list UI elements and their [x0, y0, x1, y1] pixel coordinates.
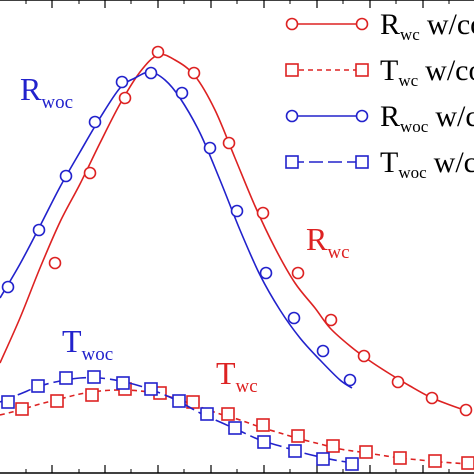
- marker-rwoc-3: [88, 115, 102, 129]
- marker-twoc-3: [87, 370, 101, 384]
- marker-twc-11: [393, 451, 407, 465]
- legend-marker-twc-1: [285, 63, 299, 77]
- marker-twoc-1: [31, 379, 45, 393]
- marker-rwoc-6: [175, 86, 189, 100]
- annotation-twoc: Twoc: [62, 323, 113, 365]
- marker-rwc-9: [357, 349, 371, 363]
- marker-rwoc-1: [32, 223, 46, 237]
- marker-rwoc-0: [1, 280, 15, 294]
- marker-twc-5: [186, 395, 200, 409]
- series-line-rwc: [0, 53, 471, 413]
- marker-twoc-7: [200, 407, 214, 421]
- marker-twc-7: [256, 418, 270, 432]
- series-twc: [0, 382, 474, 470]
- marker-rwc-0: [48, 256, 62, 270]
- marker-rwc-6: [256, 206, 270, 220]
- series-twoc: [0, 370, 361, 471]
- marker-rwoc-7: [203, 141, 217, 155]
- marker-twoc-11: [316, 452, 330, 466]
- marker-rwc-7: [291, 266, 305, 280]
- marker-twoc-4: [116, 376, 130, 390]
- legend-marker-twc-2: [355, 63, 369, 77]
- series-line-rwoc: [0, 71, 353, 389]
- marker-twoc-0: [1, 395, 15, 409]
- legend-marker-rwoc-2: [355, 109, 369, 123]
- marker-rwc-1: [83, 166, 97, 180]
- series-layer: [0, 45, 474, 471]
- legend-marker-rwoc-1: [285, 109, 299, 123]
- marker-twoc-9: [257, 435, 271, 449]
- marker-rwc-10: [391, 375, 405, 389]
- legend-marker-twoc-2: [355, 155, 369, 169]
- marker-rwoc-12: [343, 373, 357, 387]
- marker-twoc-2: [59, 371, 73, 385]
- marker-twoc-8: [228, 421, 242, 435]
- marker-twoc-12: [345, 457, 359, 471]
- annotation-rwoc: Rwoc: [20, 71, 73, 113]
- marker-twc-10: [359, 445, 373, 459]
- marker-rwoc-2: [59, 169, 73, 183]
- marker-twc-13: [461, 456, 474, 470]
- marker-rwoc-5: [144, 66, 158, 80]
- marker-rwc-2: [118, 91, 132, 105]
- annotations: Rwoc Rwc Twoc Twc: [20, 71, 350, 397]
- marker-rwc-11: [425, 391, 439, 405]
- marker-twc-1: [50, 394, 64, 408]
- marker-rwoc-4: [115, 75, 129, 89]
- marker-rwc-12: [459, 403, 473, 417]
- marker-twc-8: [291, 429, 305, 443]
- marker-rwoc-10: [287, 311, 301, 325]
- marker-twc-12: [428, 454, 442, 468]
- marker-twc-0: [15, 402, 29, 416]
- marker-twc-6: [221, 407, 235, 421]
- marker-twc-9: [326, 439, 340, 453]
- series-rwc: [0, 45, 473, 417]
- marker-rwc-4: [187, 66, 201, 80]
- marker-rwc-5: [222, 136, 236, 150]
- annotation-twc: Twc: [216, 355, 258, 397]
- marker-twc-2: [85, 388, 99, 402]
- legend-marker-rwc-2: [355, 17, 369, 31]
- marker-twoc-6: [172, 394, 186, 408]
- marker-twoc-10: [288, 444, 302, 458]
- series-rwoc: [0, 66, 357, 389]
- axis-ticks: [25, 0, 450, 473]
- series-line-twoc: [0, 376, 361, 465]
- marker-twoc-5: [144, 382, 158, 396]
- marker-rwc-8: [324, 313, 338, 327]
- legend-marker-twoc-1: [285, 155, 299, 169]
- marker-rwoc-11: [316, 344, 330, 358]
- marker-rwoc-8: [230, 204, 244, 218]
- legend-marker-rwc-1: [285, 17, 299, 31]
- marker-rwoc-9: [259, 266, 273, 280]
- marker-rwc-3: [151, 45, 165, 59]
- annotation-rwc: Rwc: [306, 221, 350, 263]
